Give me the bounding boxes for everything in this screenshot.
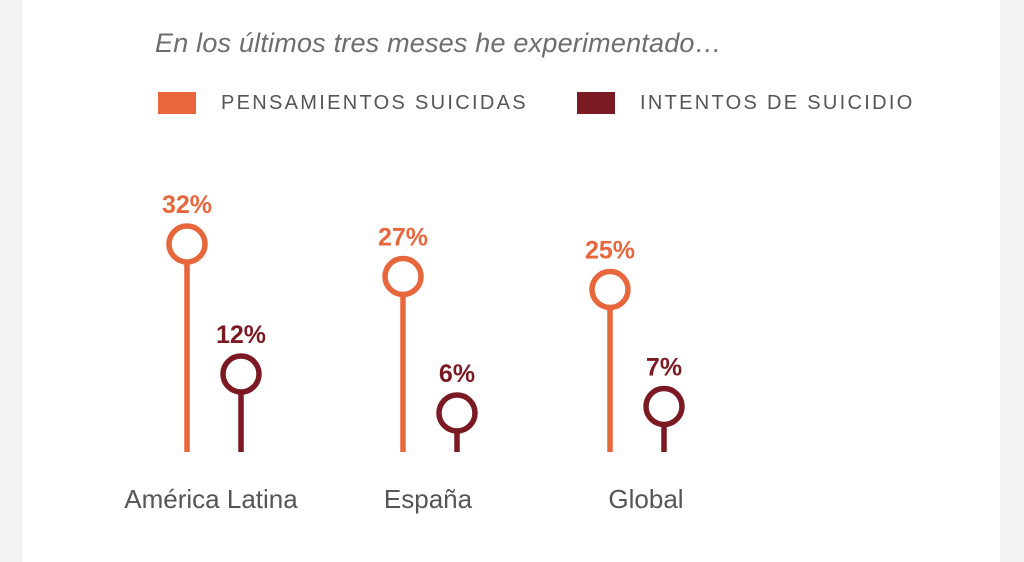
point-pensamientos-suicidas-america-latina (166, 223, 208, 265)
legend-item-intentos: INTENTOS DE SUICIDIO (577, 88, 915, 118)
category-label-espana: España (384, 484, 473, 514)
legend-label-pensamientos: PENSAMIENTOS SUICIDAS (221, 91, 528, 114)
category-label-america-latina: América Latina (124, 484, 298, 514)
value-label-pensamientos-suicidas-espana: 27% (378, 224, 428, 252)
point-intentos-de-suicidio-espana (436, 392, 478, 434)
value-label-intentos-de-suicidio-america-latina: 12% (216, 321, 266, 349)
legend-swatch-intentos (577, 92, 615, 114)
legend-swatch-pensamientos (158, 92, 196, 114)
point-intentos-de-suicidio-global (643, 385, 685, 428)
chart-title: En los últimos tres meses he experimenta… (155, 28, 722, 58)
legend-item-pensamientos: PENSAMIENTOS SUICIDAS (158, 88, 528, 118)
point-intentos-de-suicidio-america-latina (220, 353, 262, 395)
value-label-intentos-de-suicidio-global: 7% (646, 354, 682, 382)
value-label-pensamientos-suicidas-global: 25% (585, 237, 635, 265)
point-pensamientos-suicidas-global (589, 268, 631, 311)
value-label-pensamientos-suicidas-america-latina: 32% (162, 191, 212, 219)
legend-label-intentos: INTENTOS DE SUICIDIO (640, 91, 915, 114)
category-label-global: Global (608, 484, 683, 514)
point-pensamientos-suicidas-espana (382, 255, 424, 298)
value-label-intentos-de-suicidio-espana: 6% (439, 360, 475, 388)
